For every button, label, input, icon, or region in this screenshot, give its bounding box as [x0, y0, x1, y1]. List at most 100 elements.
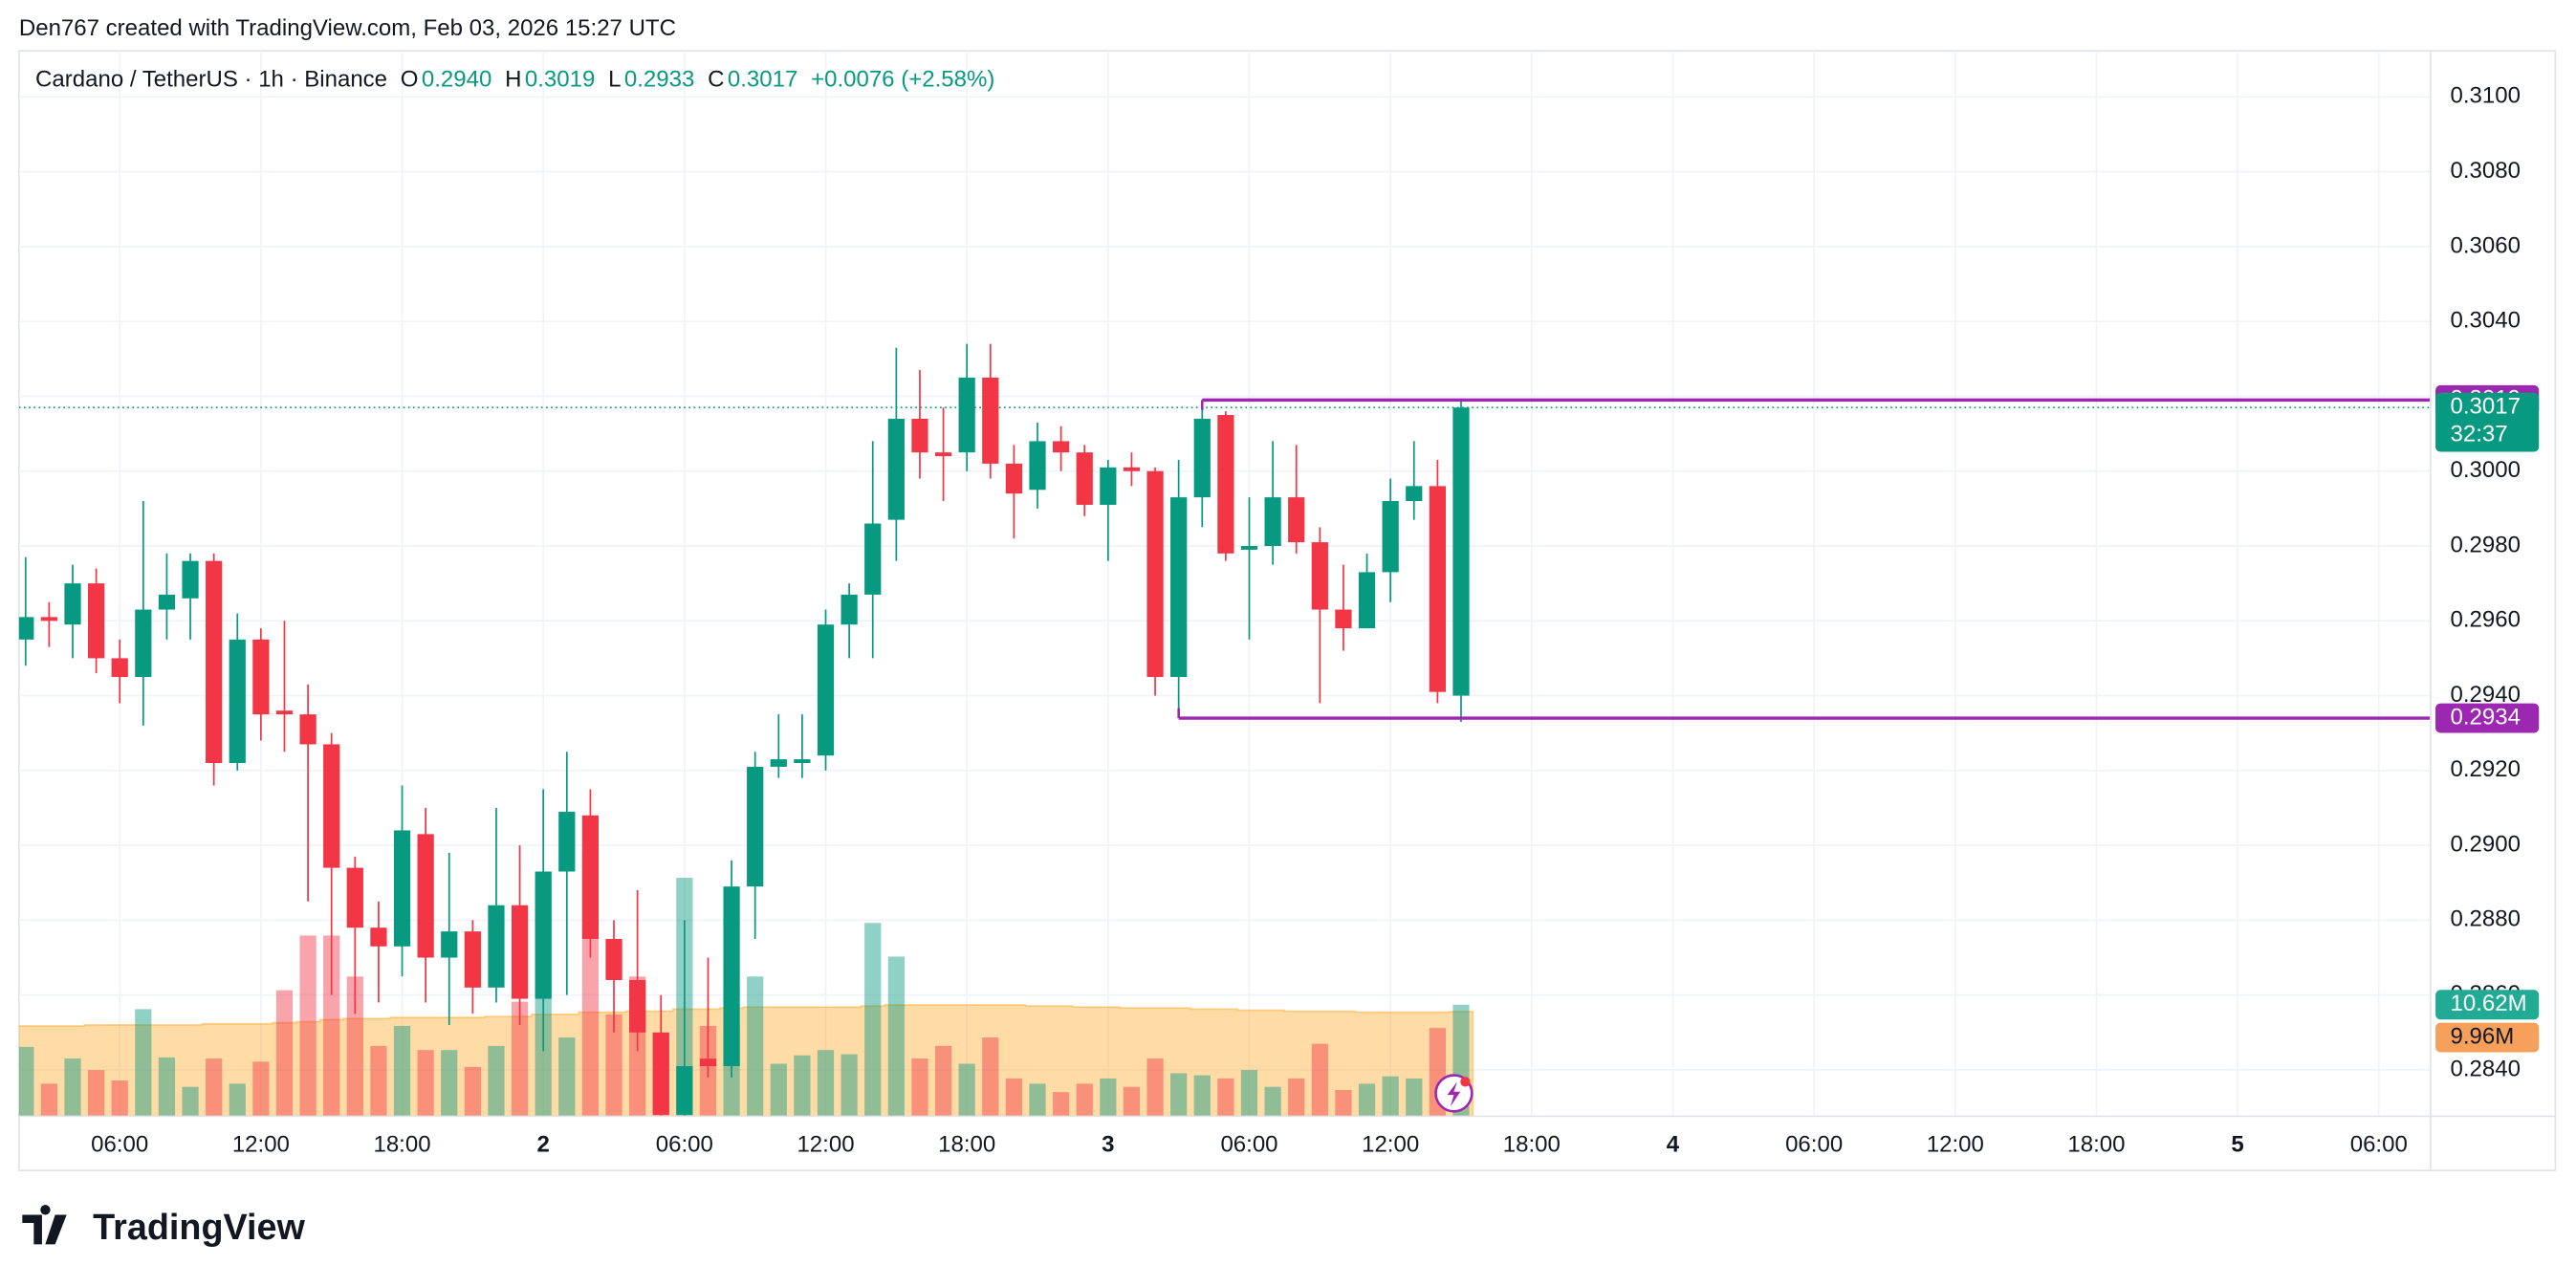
y-tick-label: 0.2980 [2451, 532, 2521, 557]
candle-body [135, 609, 152, 677]
volume-bar [417, 1050, 434, 1117]
volume-bar [1335, 1089, 1352, 1117]
volume-bar [206, 1058, 223, 1117]
x-tick-label: 18:00 [938, 1132, 995, 1158]
x-tick-label: 3 [1102, 1132, 1114, 1158]
candle-body [488, 905, 505, 988]
candle-body [111, 658, 128, 677]
candle-body [393, 830, 411, 947]
volume-bar [794, 1055, 811, 1117]
x-tick-label: 12:00 [1927, 1132, 1984, 1158]
candle-body [464, 931, 481, 988]
legend-change: +0.0076 (+2.58%) [811, 66, 994, 92]
candle-body [1264, 497, 1281, 547]
volume-bar [299, 935, 317, 1117]
candle-body [370, 927, 387, 947]
volume-bar [1217, 1078, 1234, 1117]
candle-body [581, 815, 600, 939]
candle-body [1146, 470, 1164, 677]
candle-body [699, 1058, 717, 1067]
axes: 0.28400.28600.28800.29000.29200.29400.29… [18, 51, 2556, 1171]
candle-body [346, 867, 363, 928]
y-tick-label: 0.2920 [2451, 756, 2521, 782]
volume-bar [817, 1050, 835, 1117]
candle-body [511, 905, 529, 999]
volume-bar [111, 1080, 128, 1117]
volume-bar [1005, 1078, 1023, 1117]
volume-bar [87, 1070, 105, 1117]
candle-body [417, 834, 434, 958]
volume-bar [558, 1037, 576, 1117]
y-tick-label: 0.3060 [2451, 232, 2521, 258]
candle-body [1053, 441, 1070, 453]
candle-body [558, 811, 576, 872]
volume-bar [1170, 1073, 1188, 1117]
logo-text: TradingView [93, 1208, 305, 1248]
y-tick-label: 0.3000 [2451, 457, 2521, 483]
candle-body [1005, 463, 1023, 494]
volume-bar [958, 1063, 975, 1117]
candle-body [1076, 452, 1093, 505]
candle-body [18, 617, 34, 640]
legend-value: 0.2933 [624, 66, 694, 92]
volume-bar [911, 1058, 928, 1117]
symbol: Cardano / TetherUS · 1h · Binance [35, 66, 387, 92]
x-tick-label: 06:00 [2350, 1132, 2408, 1158]
candle-body [887, 418, 905, 520]
candle-body [1100, 467, 1117, 505]
candle-body [1358, 572, 1376, 629]
volume-bar [840, 1054, 858, 1117]
volume-bar [1311, 1043, 1328, 1117]
candle-body [1170, 497, 1188, 677]
legend: Cardano / TetherUS · 1h · Binance O 0.2940… [35, 66, 994, 92]
candle-body [40, 617, 57, 622]
volume-tag [2435, 990, 2540, 1020]
candle-body [794, 759, 811, 763]
candle-body [229, 639, 246, 763]
x-tick-label: 06:00 [1785, 1132, 1843, 1158]
volume-ma-area [18, 1004, 1474, 1117]
volume-pane [18, 850, 1474, 1117]
legend-value: 0.3019 [525, 66, 595, 92]
volume-bar [1029, 1083, 1046, 1117]
candle-body [87, 583, 105, 659]
volume-bar [323, 935, 340, 1117]
y-tick-label: 0.3040 [2451, 308, 2521, 334]
volume-bar [1406, 1078, 1423, 1117]
volume-bar [770, 1063, 787, 1117]
volume-bar [1264, 1086, 1281, 1117]
y-tick-label: 0.2940 [2451, 682, 2521, 708]
x-tick-label: 06:00 [91, 1132, 148, 1158]
chart-frame [18, 50, 2557, 1171]
legend-key: H [505, 66, 521, 92]
legend-key: O [401, 66, 419, 92]
candle-body [275, 710, 294, 715]
volume-bar [887, 956, 905, 1117]
logo-mark [22, 1205, 67, 1245]
candle-body [1311, 542, 1328, 610]
candle-body [934, 452, 952, 457]
volume-bar [158, 1057, 176, 1117]
volume-bar [135, 1009, 152, 1117]
candle-body [605, 938, 622, 980]
volume-bar [1100, 1078, 1117, 1117]
candle-body [535, 871, 552, 999]
logo: TradingView [22, 1205, 306, 1248]
candle-body [982, 377, 999, 464]
x-tick-label: 12:00 [1362, 1132, 1419, 1158]
x-tick-label: 06:00 [656, 1132, 713, 1158]
y-tick-label: 0.3080 [2451, 158, 2521, 184]
volume-bar [1076, 1083, 1093, 1117]
candle-body [747, 766, 764, 887]
price-pane [18, 343, 2431, 1117]
candle-body [1288, 497, 1305, 543]
candle-body [1029, 441, 1046, 491]
volume-bar [1053, 1092, 1070, 1117]
volume-bar [1240, 1070, 1258, 1117]
candle-body [652, 1032, 669, 1115]
volume-bar [370, 1045, 387, 1117]
x-tick-label: 12:00 [232, 1132, 290, 1158]
candle-body [1240, 546, 1258, 550]
